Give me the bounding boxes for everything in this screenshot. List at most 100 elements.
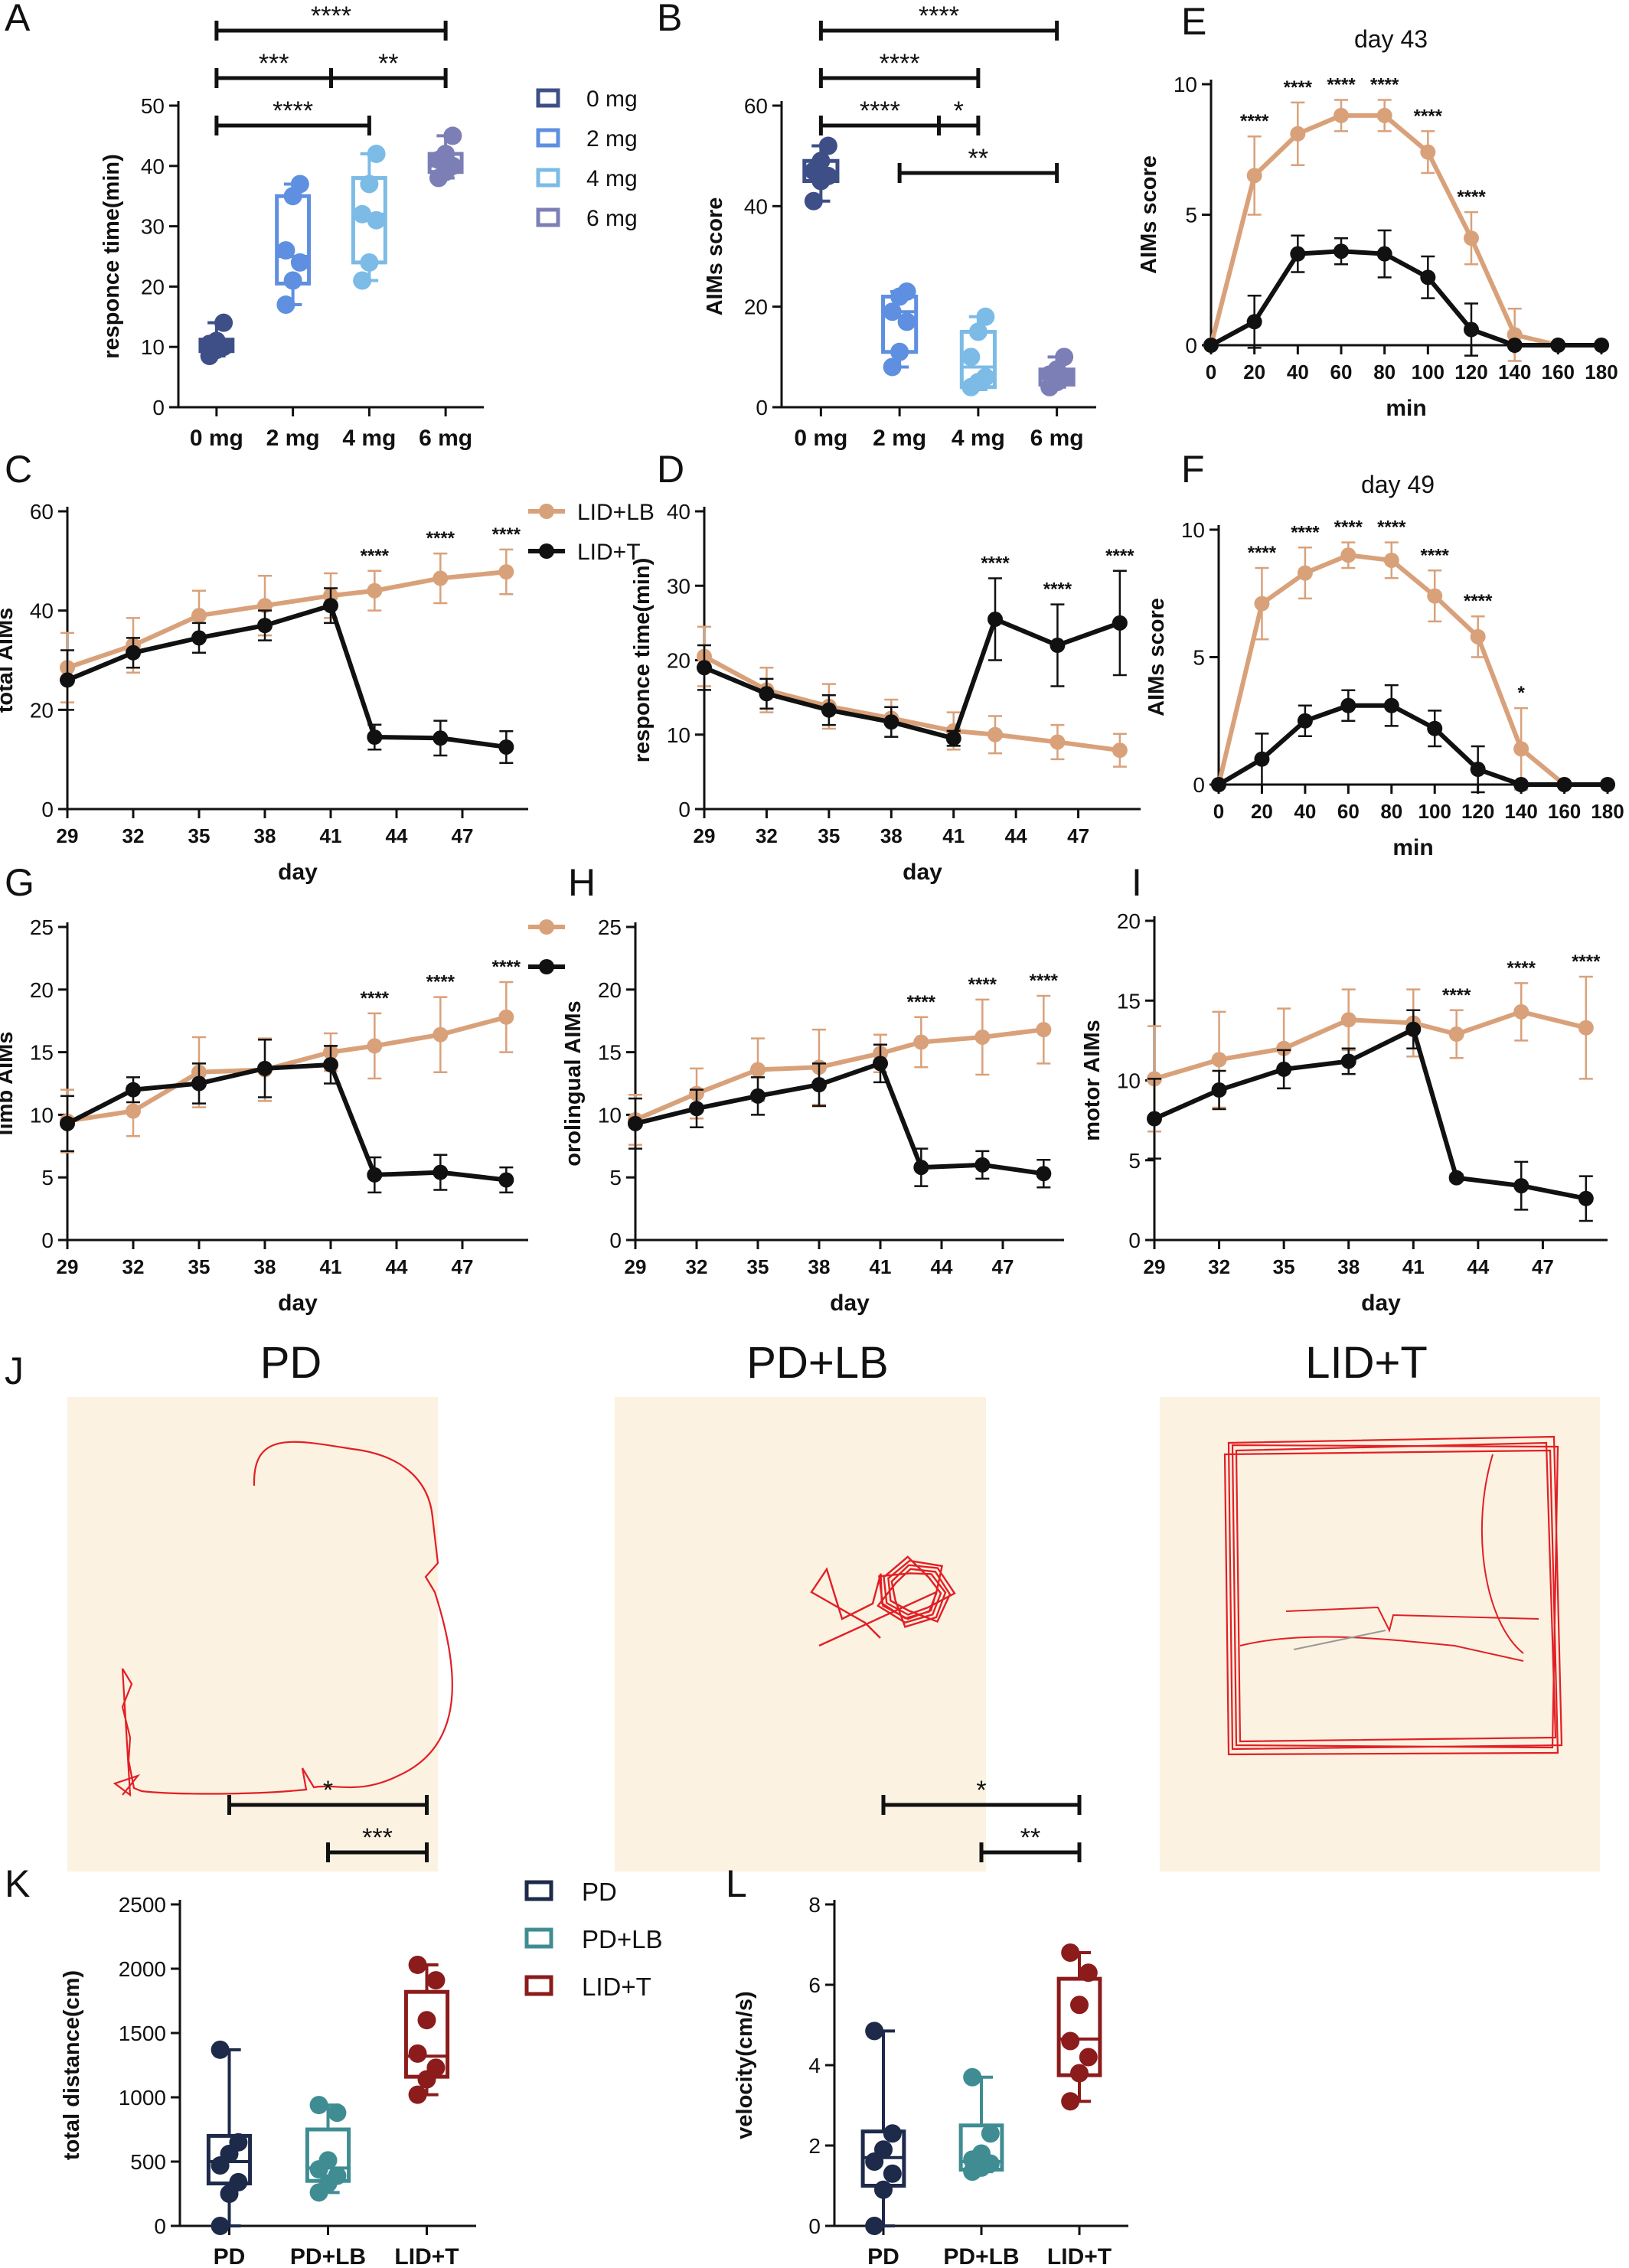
legend-label: PD+LB bbox=[582, 1925, 662, 1953]
data-point bbox=[883, 302, 902, 321]
box-iqr bbox=[206, 2133, 253, 2186]
x-tick-label: PD+LB bbox=[943, 2244, 1019, 2268]
data-point bbox=[1556, 777, 1572, 792]
series-1 bbox=[697, 569, 1128, 747]
legend-C: LID+LB LID+T bbox=[528, 500, 655, 565]
significance-label: **** bbox=[1327, 74, 1356, 95]
data-point bbox=[1036, 1022, 1052, 1038]
significance-label: **** bbox=[311, 2, 351, 31]
series-1 bbox=[1147, 1009, 1594, 1222]
y-tick-label: 5 bbox=[1193, 646, 1205, 670]
box-2 bbox=[959, 307, 997, 396]
x-tick-label: 0 bbox=[1206, 361, 1216, 383]
data-point bbox=[1420, 144, 1436, 160]
box-1 bbox=[881, 282, 919, 377]
x-tick-label: 100 bbox=[1418, 800, 1451, 823]
legend-marker bbox=[539, 504, 554, 519]
significance-label: **** bbox=[1464, 591, 1493, 612]
x-tick-label: 60 bbox=[1330, 361, 1353, 383]
data-point bbox=[309, 2096, 328, 2115]
significance-label: **** bbox=[1421, 545, 1450, 566]
data-point bbox=[367, 1038, 383, 1054]
trajectory-lid-t bbox=[1239, 1454, 1539, 1662]
significance-label: **** bbox=[426, 972, 455, 993]
data-point bbox=[257, 1060, 273, 1076]
data-point bbox=[1340, 697, 1356, 713]
legend-label: 2 mg bbox=[586, 126, 638, 152]
data-point bbox=[433, 1026, 449, 1043]
significance-label: **** bbox=[1284, 77, 1313, 98]
panel-I: I 0 5 10 15 20 motor AIMs 29 32 35 38 41 44 47 day ****… bbox=[1080, 861, 1608, 1316]
data-point bbox=[961, 348, 981, 367]
panel-letter: K bbox=[5, 1862, 30, 1905]
series-line bbox=[1210, 249, 1601, 348]
panel-letter: L bbox=[726, 1862, 747, 1905]
significance-label: **** bbox=[1240, 111, 1269, 132]
series-line bbox=[1154, 1009, 1587, 1082]
series-0 bbox=[60, 548, 514, 703]
series-line bbox=[635, 1060, 1044, 1176]
trajectory-lid-t bbox=[1227, 1435, 1563, 1751]
y-axis-label: AIMs score bbox=[703, 197, 727, 316]
data-point bbox=[353, 271, 372, 290]
series-1 bbox=[628, 1043, 1052, 1189]
legend-swatch bbox=[524, 1880, 553, 1901]
y-tick-label: 40 bbox=[141, 155, 165, 178]
arena-background bbox=[615, 1397, 986, 1872]
legend-G bbox=[528, 919, 565, 974]
x-tick-label: 4 mg bbox=[952, 426, 1005, 451]
panel-J: J PD PD+LB LID+T bbox=[5, 1338, 1600, 1872]
data-point bbox=[1334, 107, 1349, 123]
series-line bbox=[634, 1027, 1044, 1122]
box-1 bbox=[275, 175, 312, 315]
data-point bbox=[498, 564, 514, 580]
y-tick-label: 0 bbox=[808, 2214, 821, 2238]
data-point bbox=[1061, 2031, 1080, 2051]
legend-label: LID+T bbox=[577, 540, 641, 565]
data-point bbox=[207, 331, 226, 351]
data-point bbox=[883, 2164, 902, 2183]
data-point bbox=[276, 295, 295, 315]
data-point bbox=[443, 126, 462, 145]
legend-swatch bbox=[536, 168, 560, 188]
data-point bbox=[191, 630, 207, 646]
y-tick-label: 60 bbox=[30, 500, 54, 524]
data-point bbox=[1290, 126, 1306, 142]
data-point bbox=[367, 145, 386, 164]
x-tick-label: 2 mg bbox=[266, 426, 320, 451]
x-axis-label: min bbox=[1386, 396, 1426, 421]
legend-label: 6 mg bbox=[586, 206, 638, 231]
data-point bbox=[759, 686, 775, 702]
significance-bracket: ** bbox=[897, 144, 1059, 183]
series-1 bbox=[1203, 229, 1609, 357]
data-point bbox=[1211, 1052, 1227, 1068]
x-tick-label: 40 bbox=[1294, 800, 1316, 823]
data-point bbox=[328, 2103, 347, 2123]
y-tick-label: 10 bbox=[30, 1103, 54, 1127]
x-tick-label: 4 mg bbox=[342, 426, 396, 451]
data-point bbox=[976, 307, 995, 326]
x-tick-label: PD+LB bbox=[290, 2244, 366, 2268]
legend-label: LID+T bbox=[582, 1973, 651, 2001]
box-2 bbox=[1056, 1943, 1102, 2111]
x-tick-label: 35 bbox=[1273, 1255, 1295, 1278]
data-point bbox=[229, 2133, 248, 2152]
data-point bbox=[1246, 168, 1262, 184]
x-axis-label: day bbox=[1361, 1291, 1401, 1316]
x-tick-label: 47 bbox=[992, 1255, 1014, 1278]
data-point bbox=[60, 1115, 75, 1131]
x-tick-label: 32 bbox=[686, 1255, 708, 1278]
significance-bracket: **** bbox=[214, 96, 371, 135]
data-point bbox=[890, 342, 909, 361]
significance-label: **** bbox=[1442, 985, 1471, 1006]
data-point bbox=[1203, 338, 1219, 353]
x-axis-label: min bbox=[1392, 835, 1433, 860]
data-point bbox=[1050, 638, 1066, 654]
y-tick-label: 1500 bbox=[119, 2022, 166, 2045]
y-tick-label: 40 bbox=[30, 599, 54, 623]
data-point bbox=[323, 1056, 338, 1072]
legend-swatch bbox=[536, 88, 560, 108]
data-point bbox=[1070, 2064, 1089, 2083]
legend-K: PD PD+LB LID+T bbox=[524, 1878, 662, 2001]
significance-label: * bbox=[1517, 683, 1525, 703]
